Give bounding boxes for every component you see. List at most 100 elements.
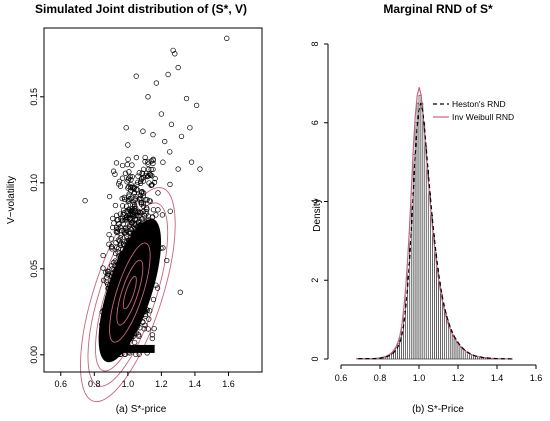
left-y-tick-label: 0.05 <box>29 260 39 278</box>
scatter-point <box>120 241 126 248</box>
scatter-point <box>224 35 230 41</box>
scatter-point <box>197 166 203 172</box>
scatter-point <box>175 64 181 71</box>
left-core-contour-line <box>122 275 137 310</box>
scatter-point <box>109 246 115 252</box>
scatter-point <box>138 200 144 206</box>
scatter-point <box>127 174 133 180</box>
scatter-point <box>147 198 153 204</box>
scatter-point <box>140 193 146 199</box>
scatter-point <box>113 229 119 235</box>
right-caption: (b) S*-Price <box>412 404 464 415</box>
right-x-axis: 0.6 0.8 1.0 1.2 1.4 1.6 <box>335 364 542 383</box>
scatter-point <box>128 185 134 191</box>
scatter-point <box>155 190 161 196</box>
left-core-contour-line <box>116 259 144 326</box>
scatter-point <box>149 335 155 342</box>
scatter-point <box>132 339 138 346</box>
scatter-point <box>177 289 183 295</box>
scatter-point <box>135 173 141 179</box>
right-x-tick-label: 0.8 <box>374 373 387 383</box>
scatter-point <box>106 193 113 200</box>
histogram-bar <box>453 338 457 360</box>
scatter-point <box>125 142 131 148</box>
scatter-point <box>111 220 117 226</box>
left-y-tick-label: 0.10 <box>29 174 39 192</box>
scatter-point <box>113 225 120 231</box>
scatter-point <box>193 102 200 109</box>
right-chart-title: Marginal RND of S* <box>383 2 493 16</box>
scatter-point <box>123 225 129 231</box>
scatter-point <box>146 171 153 177</box>
right-chart: Marginal RND of S* 0.6 0.8 1.0 1.2 1.4 1.6 0 2… <box>310 2 542 415</box>
scatter-point <box>116 221 122 227</box>
left-core-contours <box>109 242 151 343</box>
scatter-point <box>130 185 137 192</box>
histogram-bar <box>416 102 420 360</box>
histogram-bar <box>451 334 455 360</box>
left-x-tick-label: 0.6 <box>55 379 68 389</box>
scatter-point <box>158 111 165 117</box>
histogram-bar <box>442 303 445 360</box>
scatter-point <box>135 213 141 219</box>
scatter-point <box>135 179 141 185</box>
scatter-point <box>124 161 131 168</box>
scatter-point <box>110 215 116 222</box>
scatter-point <box>150 156 156 162</box>
scatter-point <box>145 94 151 100</box>
scatter-point <box>167 208 173 214</box>
scatter-point <box>126 193 132 199</box>
left-x-tick-label: 1.0 <box>122 379 135 389</box>
scatter-point <box>120 221 126 227</box>
scatter-point <box>128 182 134 188</box>
scatter-point <box>147 172 153 178</box>
histogram-bar <box>420 102 424 360</box>
scatter-point <box>125 156 131 162</box>
scatter-point <box>120 217 126 224</box>
scatter-point <box>125 185 131 191</box>
scatter-point <box>125 215 131 221</box>
scatter-point <box>133 154 139 161</box>
scatter-point <box>120 207 127 213</box>
scatter-point <box>167 149 173 155</box>
histogram-bar <box>449 330 453 360</box>
histogram-bar <box>440 293 443 360</box>
left-y-tick-label: 0.15 <box>29 88 39 106</box>
scatter-point <box>126 191 132 197</box>
scatter-point <box>113 240 119 246</box>
histogram-bar <box>438 281 441 360</box>
right-y-tick-label: 4 <box>310 199 320 204</box>
left-chart-title: Simulated Joint distribution of (S*, V) <box>35 2 247 16</box>
scatter-point <box>128 208 135 215</box>
scatter-point <box>123 203 130 209</box>
scatter-point <box>116 178 123 185</box>
scatter-point <box>145 159 151 165</box>
scatter-point <box>164 257 170 264</box>
scatter-point <box>150 296 157 303</box>
scatter-point <box>128 210 135 217</box>
legend-box <box>428 96 532 125</box>
scatter-point <box>108 236 115 242</box>
scatter-point <box>125 209 131 215</box>
histogram-bar <box>446 319 449 360</box>
right-y-axis-label: Density <box>312 198 323 231</box>
histogram-bar <box>434 252 437 360</box>
scatter-point <box>119 214 126 220</box>
left-contour-line <box>80 187 176 403</box>
scatter-point <box>140 216 146 222</box>
scatter-point <box>168 121 175 127</box>
scatter-point <box>112 202 119 209</box>
scatter-point <box>143 208 149 215</box>
histogram-bar <box>428 193 431 360</box>
scatter-point <box>118 240 124 247</box>
right-x-tick-label: 1.4 <box>491 373 504 383</box>
scatter-point <box>100 252 106 259</box>
histogram-bar <box>405 291 408 360</box>
scatter-point <box>129 162 135 168</box>
scatter-point <box>115 249 121 255</box>
right-y-tick-label: 0 <box>310 356 320 361</box>
scatter-point <box>120 211 126 218</box>
histogram-bar <box>422 122 426 360</box>
scatter-point <box>136 333 142 340</box>
